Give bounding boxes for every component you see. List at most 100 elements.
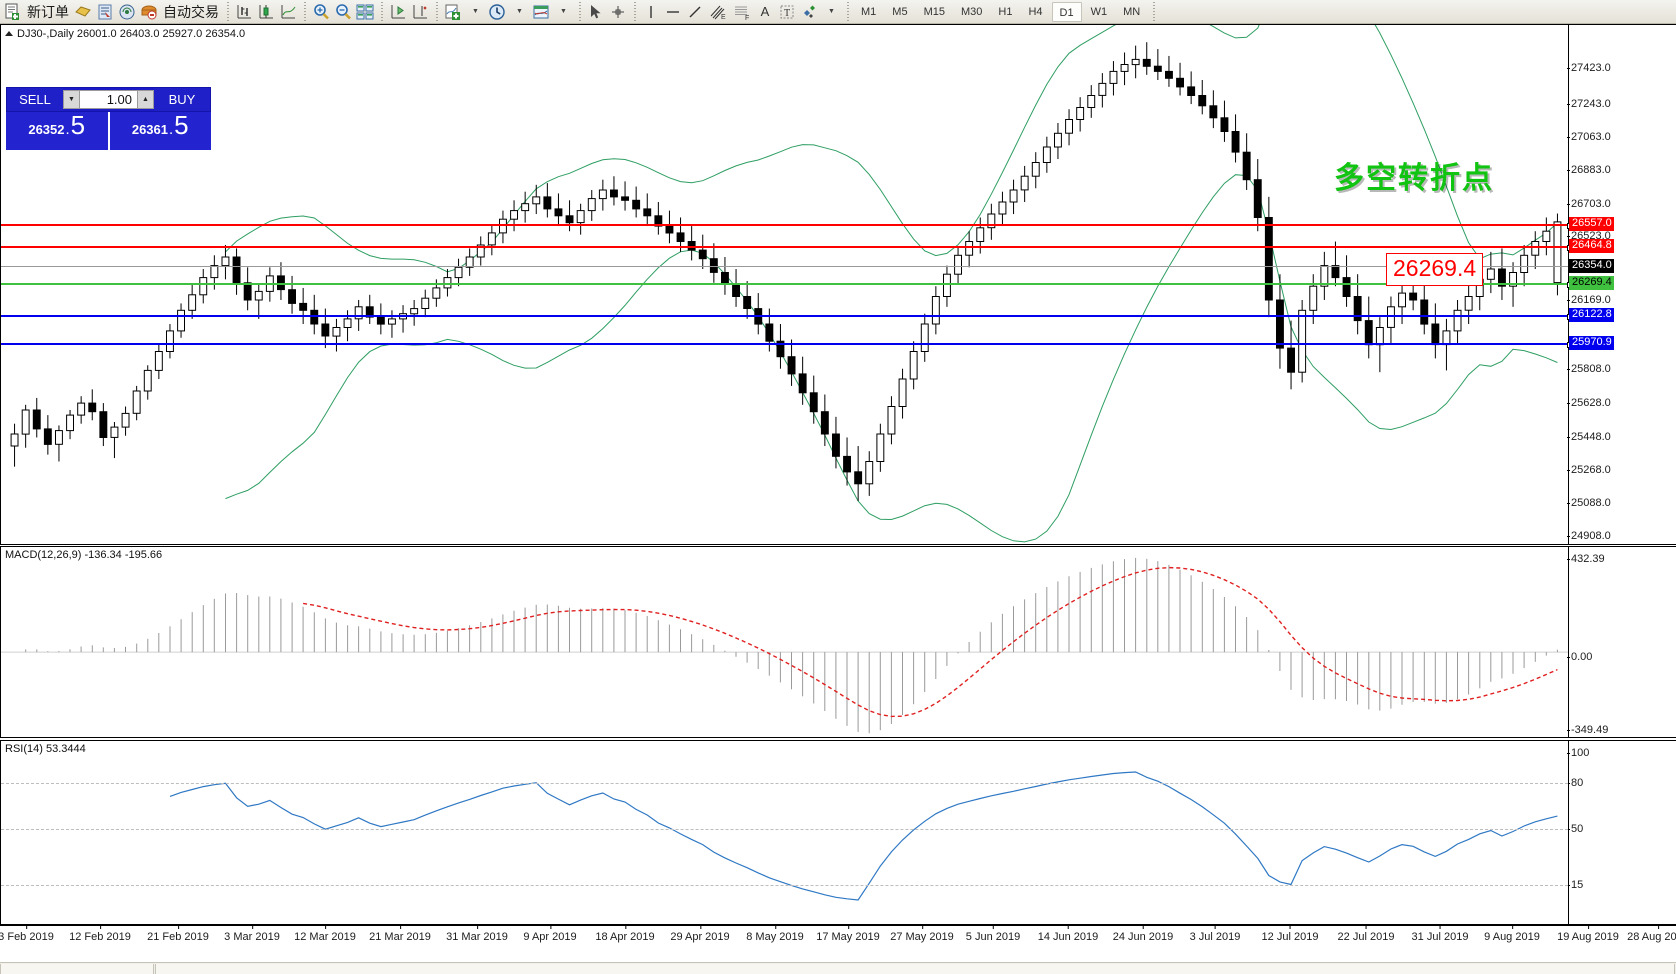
price-tag-26464[interactable]: 26464.8 <box>1569 239 1614 253</box>
date-tick: 31 Mar 2019 <box>446 925 508 943</box>
market-icon[interactable] <box>138 1 160 23</box>
price-tag-26269[interactable]: 26269.4 <box>1569 276 1614 290</box>
vertical-line-icon[interactable] <box>640 1 662 23</box>
auto-scroll-icon[interactable] <box>409 1 431 23</box>
rsi-series <box>169 771 1558 901</box>
candlestick-chart-icon[interactable] <box>255 1 277 23</box>
chevron-down-icon[interactable]: ▼ <box>472 8 479 15</box>
ask-price[interactable]: 26361 . 5 <box>109 112 211 150</box>
date-tick: 19 Aug 2019 <box>1557 925 1619 943</box>
buy-button[interactable]: BUY <box>154 88 210 111</box>
text-label-icon[interactable]: T <box>776 1 798 23</box>
price-tick: 27423.0 <box>1567 62 1611 74</box>
timeframe-m15[interactable]: M15 <box>923 5 945 18</box>
period-icon[interactable] <box>486 1 508 23</box>
shift-end-icon[interactable] <box>387 1 409 23</box>
horizontal-line-icon[interactable] <box>662 1 684 23</box>
axis-spine <box>1568 741 1569 924</box>
cursor-icon[interactable] <box>585 1 607 23</box>
price-tag-26557[interactable]: 26557.0 <box>1569 217 1614 231</box>
chart-annotation-text[interactable]: 多空转折点 <box>1334 161 1494 196</box>
price-pane[interactable]: DJ30-,Daily 26001.0 26403.0 25927.0 2635… <box>0 24 1676 575</box>
rsi-plot-area[interactable] <box>1 741 1568 924</box>
pivot-line-26269[interactable] <box>1 282 1573 288</box>
price-tick: 25088.0 <box>1567 497 1611 509</box>
svg-text:F: F <box>745 15 749 21</box>
equidistant-channel-icon[interactable]: E <box>706 1 730 23</box>
date-tick: 24 Jun 2019 <box>1112 925 1174 943</box>
volume-decrease-button[interactable]: ▼ <box>63 90 80 109</box>
zoom-in-icon[interactable] <box>310 1 332 23</box>
signals-icon[interactable] <box>116 1 138 23</box>
bar-chart-icon[interactable] <box>233 1 255 23</box>
trendline-icon[interactable] <box>684 1 706 23</box>
volume-input[interactable]: 1.00 <box>80 90 137 109</box>
price-tick: 25808.0 <box>1567 363 1611 375</box>
date-tick: 22 Jul 2019 <box>1337 925 1395 943</box>
macd-plot-area[interactable] <box>1 547 1568 737</box>
macd-tick: 0.00 <box>1566 651 1593 663</box>
toolbar-separator <box>434 1 439 22</box>
zoom-out-icon[interactable] <box>332 1 354 23</box>
crosshair-icon[interactable] <box>607 1 629 23</box>
ea-icon[interactable] <box>72 1 94 23</box>
price-axis[interactable]: 27423.0 27243.0 27063.0 26883.0 26703.0 … <box>1567 25 1676 575</box>
chevron-down-icon[interactable]: ▼ <box>516 8 523 15</box>
auto-trading-label[interactable]: 自动交易 <box>163 3 219 20</box>
bid-price[interactable]: 26352 . 5 <box>6 112 108 150</box>
rsi-pane[interactable]: RSI(14) 53.3444 100 80 50 15 <box>0 740 1676 925</box>
resistance-line-26557[interactable] <box>1 223 1573 229</box>
one-click-trading-panel[interactable]: SELL ▼ 1.00 ▲ BUY 26352 . 5 26361 . 5 <box>6 87 211 150</box>
sell-button[interactable]: SELL <box>7 88 63 111</box>
toolbar-separator <box>302 1 307 22</box>
macd-pane[interactable]: MACD(12,26,9) -136.34 -195.66 432.39 0.0… <box>0 546 1676 738</box>
tile-windows-icon[interactable] <box>354 1 376 23</box>
fibonacci-icon[interactable]: F <box>730 1 754 23</box>
date-tick: 18 Apr 2019 <box>595 925 655 943</box>
timeframe-h1[interactable]: H1 <box>998 5 1013 18</box>
volume-increase-button[interactable]: ▲ <box>137 90 154 109</box>
date-tick: 9 Apr 2019 <box>523 925 577 943</box>
new-order-label[interactable]: 新订单 <box>27 3 69 20</box>
date-tick: 3 Jul 2019 <box>1189 925 1241 943</box>
price-tag-26122[interactable]: 26122.8 <box>1569 308 1614 322</box>
support-line-25970[interactable] <box>1 342 1573 348</box>
price-tick: 25628.0 <box>1567 397 1611 409</box>
date-axis[interactable]: 3 Feb 2019 12 Feb 2019 21 Feb 2019 3 Mar 20… <box>0 925 1676 949</box>
rsi-guide-15 <box>1 885 1568 886</box>
price-tag-last: 26354.0 <box>1569 259 1614 273</box>
add-indicator-icon[interactable] <box>442 1 464 23</box>
timeframe-d1[interactable]: D1 <box>1051 1 1082 22</box>
chevron-down-icon[interactable]: ▼ <box>828 8 835 15</box>
rsi-axis[interactable]: 100 80 50 15 <box>1566 741 1676 924</box>
resistance-line-26464[interactable] <box>1 245 1573 251</box>
chart-window: DJ30-,Daily 26001.0 26403.0 25927.0 2635… <box>0 24 1676 974</box>
collapse-triangle-icon[interactable] <box>5 31 13 36</box>
data-window-icon[interactable] <box>94 1 116 23</box>
support-line-26122[interactable] <box>1 314 1573 320</box>
price-tag-25970[interactable]: 25970.9 <box>1569 336 1614 350</box>
trade-panel-controls: SELL ▼ 1.00 ▲ BUY <box>6 87 211 112</box>
timeframe-w1[interactable]: W1 <box>1090 5 1108 18</box>
shapes-icon[interactable] <box>798 1 820 23</box>
date-tick: 12 Feb 2019 <box>69 925 131 943</box>
timeframe-m1[interactable]: M1 <box>861 5 877 18</box>
templates-icon[interactable] <box>530 1 552 23</box>
date-tick: 5 Jun 2019 <box>965 925 1021 943</box>
axis-spine <box>1568 547 1569 737</box>
date-tick: 14 Jun 2019 <box>1037 925 1099 943</box>
timeframe-m5[interactable]: M5 <box>892 5 908 18</box>
timeframe-h4[interactable]: H4 <box>1028 5 1043 18</box>
timeframe-mn[interactable]: MN <box>1123 5 1141 18</box>
line-chart-icon[interactable] <box>277 1 299 23</box>
date-tick: 3 Feb 2019 <box>0 925 54 943</box>
text-icon[interactable]: A <box>760 4 770 19</box>
chevron-down-icon[interactable]: ▼ <box>560 8 567 15</box>
new-order-icon[interactable] <box>2 1 24 23</box>
timeframe-m30[interactable]: M30 <box>960 5 983 18</box>
macd-axis[interactable]: 432.39 0.00 -349.49 <box>1566 547 1676 737</box>
chevron-down-icon: ▼ <box>68 96 75 103</box>
price-tick: 26883.0 <box>1567 164 1611 176</box>
main-toolbar: 新订单 自动交易 <box>0 0 1676 24</box>
price-callout-label[interactable]: 26269.4 <box>1386 253 1484 286</box>
